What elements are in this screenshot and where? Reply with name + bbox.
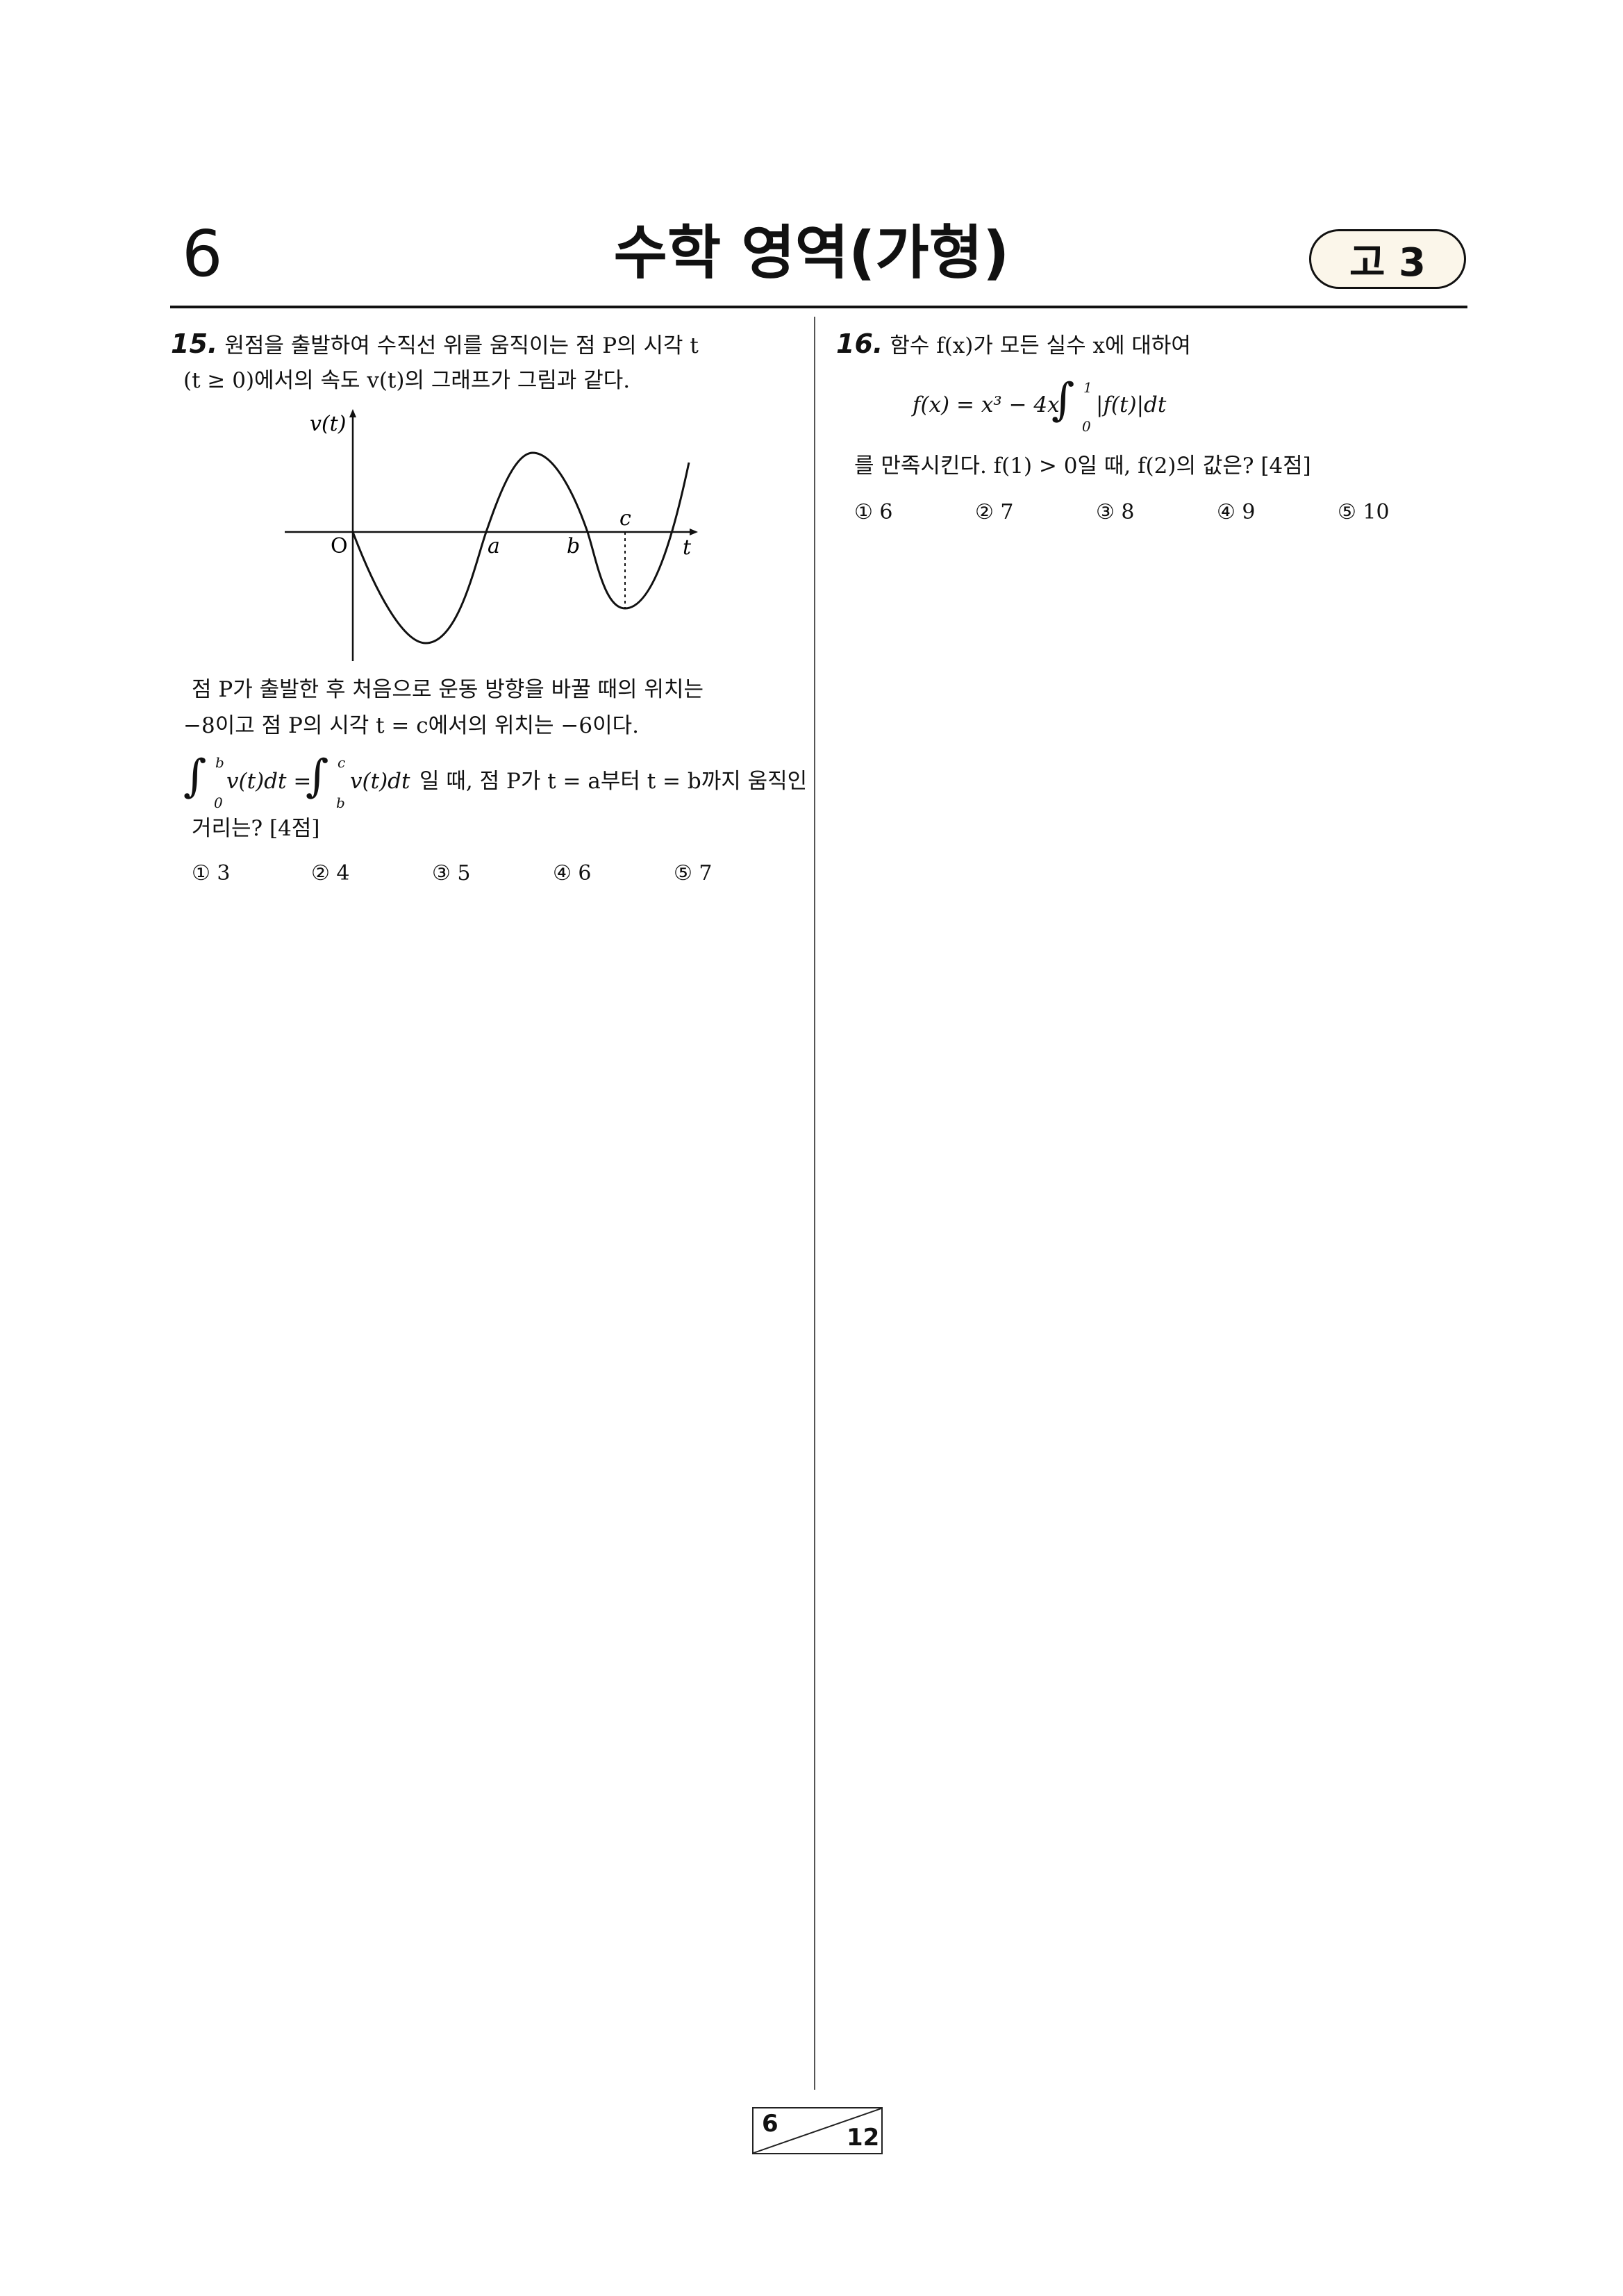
q15-choice-1[interactable]: ① 3 [192,861,231,885]
graph-label-a: a [488,534,500,558]
int2-lower-limit: b [336,795,345,811]
velocity-curve [351,451,690,644]
velocity-graph: v(t) t O a b c [285,409,698,661]
q15-choice-4[interactable]: ④ 6 [553,861,592,885]
q15-choice-2[interactable]: ② 4 [311,861,350,885]
footer-current-page: 6 [762,2110,779,2138]
graph-ylabel: v(t) [310,412,346,436]
q16-choice-2[interactable]: ② 7 [975,500,1014,524]
q16-choice-5[interactable]: ⑤ 10 [1338,500,1390,524]
int1-body: v(t)dt = [226,769,312,794]
q15-line6: 거리는? [4점] [192,816,320,841]
q16-stem-text-1: 함수 f(x)가 모든 실수 x에 대하여 [890,333,1191,358]
q16-integral-sign: ∫ [1051,374,1075,426]
footer-diagonal [754,2108,881,2153]
q16-line2: 를 만족시킨다. f(1) > 0일 때, f(2)의 값은? [4점] [854,454,1311,479]
q15-stem-text-1: 원점을 출발하여 수직선 위를 움직이는 점 P의 시각 t [224,333,699,358]
q15-line5-tail: 일 때, 점 P가 t = a부터 t = b까지 움직인 [419,769,808,794]
header-rule [170,306,1467,308]
integral-sign-1: ∫ [183,751,207,802]
q15-choice-5[interactable]: ⑤ 7 [674,861,713,885]
subject-title: 수학 영역(가형) [613,219,1010,287]
q16-choice-4[interactable]: ④ 9 [1217,500,1256,524]
footer-total-pages: 12 [847,2124,880,2152]
int2-body: v(t)dt [350,769,410,794]
q15-line4: −8이고 점 P의 시각 t = c에서의 위치는 −6이다. [183,713,640,738]
graph-label-c: c [619,506,631,531]
graph-xlabel: t [683,535,692,560]
q15-line1: 15. 원점을 출발하여 수직선 위를 움직이는 점 P의 시각 t [171,331,699,357]
int1-upper-limit: b [215,754,224,771]
q16-int-upper-limit: 1 [1083,379,1092,396]
q15-line3: 점 P가 출발한 후 처음으로 운동 방향을 바꿀 때의 위치는 [192,677,704,702]
int1-lower-limit: 0 [214,795,223,811]
int2-upper-limit: c [338,754,346,771]
graph-label-b: b [567,534,580,558]
q16-eq-right: |f(t)|dt [1096,392,1167,417]
q15-number: 15. [171,328,218,359]
integral-sign-2: ∫ [306,751,329,802]
q16-equation: f(x) = x³ − 4x ∫ 1 0 |f(t)|dt [913,375,1329,438]
q15-line2: (t ≥ 0)에서의 속도 v(t)의 그래프가 그림과 같다. [183,368,631,393]
q16-choice-1[interactable]: ① 6 [854,500,893,524]
q16-choice-3[interactable]: ③ 8 [1096,500,1135,524]
q16-line1: 16. 함수 f(x)가 모든 실수 x에 대하여 [836,331,1191,357]
graph-origin: O [331,534,348,558]
column-divider [814,317,815,2090]
q16-int-lower-limit: 0 [1082,418,1091,435]
footer-page-box: 6 12 [752,2107,883,2154]
q16-eq-left: f(x) = x³ − 4x [913,392,1060,417]
page-number: 6 [182,217,223,291]
q15-choice-3[interactable]: ③ 5 [432,861,471,885]
grade-badge: 고 3 [1309,229,1466,289]
q16-number: 16. [836,328,883,359]
q15-integral-line: ∫ b 0 v(t)dt = ∫ c b v(t)dt 일 때, 점 P가 t … [183,750,808,813]
